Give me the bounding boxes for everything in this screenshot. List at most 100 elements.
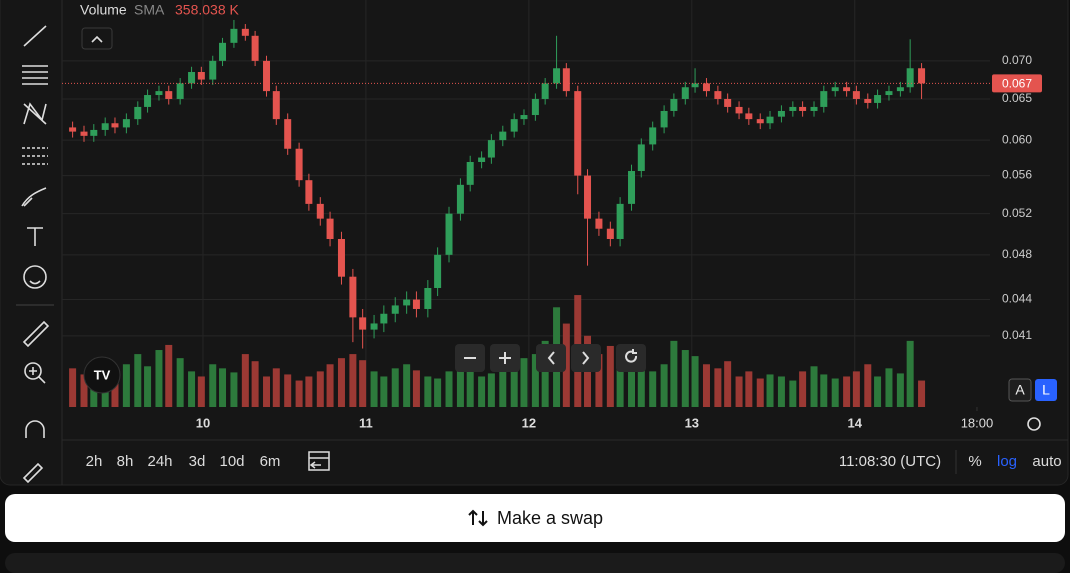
range-button[interactable]: 24h: [147, 453, 172, 470]
candle-body: [219, 42, 227, 61]
log-toggle[interactable]: log: [997, 453, 1017, 470]
candle-body: [326, 218, 334, 239]
zoom-plus: [29, 367, 46, 384]
y-tick-label: 0.044: [1002, 292, 1032, 306]
range-button[interactable]: 8h: [117, 453, 134, 470]
volume-bar: [789, 380, 797, 407]
clock: 11:08:30 (UTC): [839, 453, 941, 470]
volume-bar: [756, 378, 764, 407]
volume-bar: [531, 354, 539, 407]
fib-tool[interactable]: [22, 65, 48, 85]
zoom-tool[interactable]: [24, 362, 42, 380]
volume-bar: [906, 340, 914, 407]
goto-date-button[interactable]: [308, 451, 330, 471]
candle-body: [562, 68, 570, 92]
candle-body: [316, 203, 324, 219]
auto-scale-button[interactable]: [1008, 378, 1032, 402]
scroll-left-icon: [547, 351, 555, 365]
volume-bar: [424, 376, 432, 407]
log-scale-button[interactable]: [1035, 379, 1057, 401]
volume-bar: [209, 364, 217, 407]
emoji-tool[interactable]: [23, 265, 47, 289]
volume-bar: [520, 358, 528, 407]
volume-bar: [391, 368, 399, 407]
candle-body: [681, 87, 689, 99]
projection-tool[interactable]: [22, 147, 48, 165]
x-tick-label: 14: [848, 415, 863, 430]
candle-body: [403, 299, 411, 306]
tv-logo-mark: TV: [94, 367, 111, 382]
volume-bar: [316, 371, 324, 407]
lock-tool[interactable]: [22, 462, 44, 484]
volume-bar: [230, 372, 238, 407]
volume-bar: [380, 376, 388, 407]
candle-body: [843, 87, 851, 92]
volume-bar: [649, 371, 657, 407]
candle-body: [478, 157, 486, 162]
candle-body: [616, 203, 624, 239]
swap-button[interactable]: Make a swap: [5, 494, 1065, 542]
pattern-tool[interactable]: [23, 102, 47, 125]
candle-body: [789, 106, 797, 111]
scroll-right-button[interactable]: [571, 344, 601, 372]
candle-body: [122, 119, 130, 128]
settings-button[interactable]: [1027, 417, 1041, 431]
volume-bar: [284, 374, 292, 407]
volume-bar: [864, 364, 872, 407]
magnet-tool[interactable]: [25, 420, 45, 438]
volume-bar: [896, 373, 904, 407]
y-tick-label: 0.060: [1002, 132, 1032, 146]
swap-label[interactable]: Make a swap: [496, 507, 604, 528]
log-scale-label[interactable]: L: [1042, 382, 1050, 398]
candle-body: [434, 254, 442, 288]
trend-line-tool[interactable]: [23, 25, 47, 47]
reset-button[interactable]: [616, 344, 646, 372]
candle-body: [209, 60, 217, 80]
collapse-button[interactable]: [81, 27, 113, 50]
candle-body: [251, 35, 259, 61]
volume-bar: [606, 345, 614, 407]
candle-body: [820, 91, 828, 107]
candle-body: [197, 72, 205, 80]
nav-controls: [455, 344, 646, 372]
drawing-tools[interactable]: [16, 25, 54, 484]
scroll-left-button[interactable]: [536, 344, 566, 372]
candle-body: [660, 110, 668, 128]
y-tick-label: 0.065: [1002, 91, 1032, 105]
volume-bar: [188, 371, 196, 407]
volume-bar: [670, 340, 678, 407]
y-tick-label: 0.056: [1002, 168, 1032, 182]
y-tick-label: 0.041: [1002, 328, 1032, 342]
candle-body: [553, 68, 561, 84]
range-button[interactable]: 6m: [260, 453, 281, 470]
volume-bar: [735, 376, 743, 407]
candle-body: [595, 218, 603, 229]
volume-bar: [637, 368, 645, 407]
volume-bar: [724, 361, 732, 407]
candle-body: [391, 305, 399, 314]
range-buttons: 2h 8h 24h 3d 10d 6m: [86, 453, 281, 470]
last-price-box: [992, 74, 1042, 93]
candle-body: [380, 313, 388, 324]
candle-body: [574, 91, 582, 176]
brush-tool[interactable]: [21, 187, 47, 207]
legend-indicator: SMA: [134, 2, 165, 18]
ruler-tool[interactable]: [22, 320, 50, 348]
tv-logo[interactable]: [83, 356, 121, 394]
range-button[interactable]: 3d: [189, 453, 206, 470]
auto-toggle[interactable]: auto: [1032, 453, 1061, 470]
volume-bar: [241, 354, 249, 407]
volume-bar: [219, 368, 227, 407]
text-tool[interactable]: [27, 227, 43, 246]
auto-scale-label[interactable]: A: [1015, 382, 1025, 398]
volume-bar: [745, 371, 753, 407]
candle-body: [520, 115, 528, 120]
volume-bar: [251, 361, 259, 407]
volume-bar: [510, 370, 518, 407]
volume-bar: [541, 340, 549, 407]
percent-toggle[interactable]: %: [968, 453, 981, 470]
range-button[interactable]: 2h: [86, 453, 103, 470]
range-button[interactable]: 10d: [219, 453, 244, 470]
volume-bar: [820, 374, 828, 407]
